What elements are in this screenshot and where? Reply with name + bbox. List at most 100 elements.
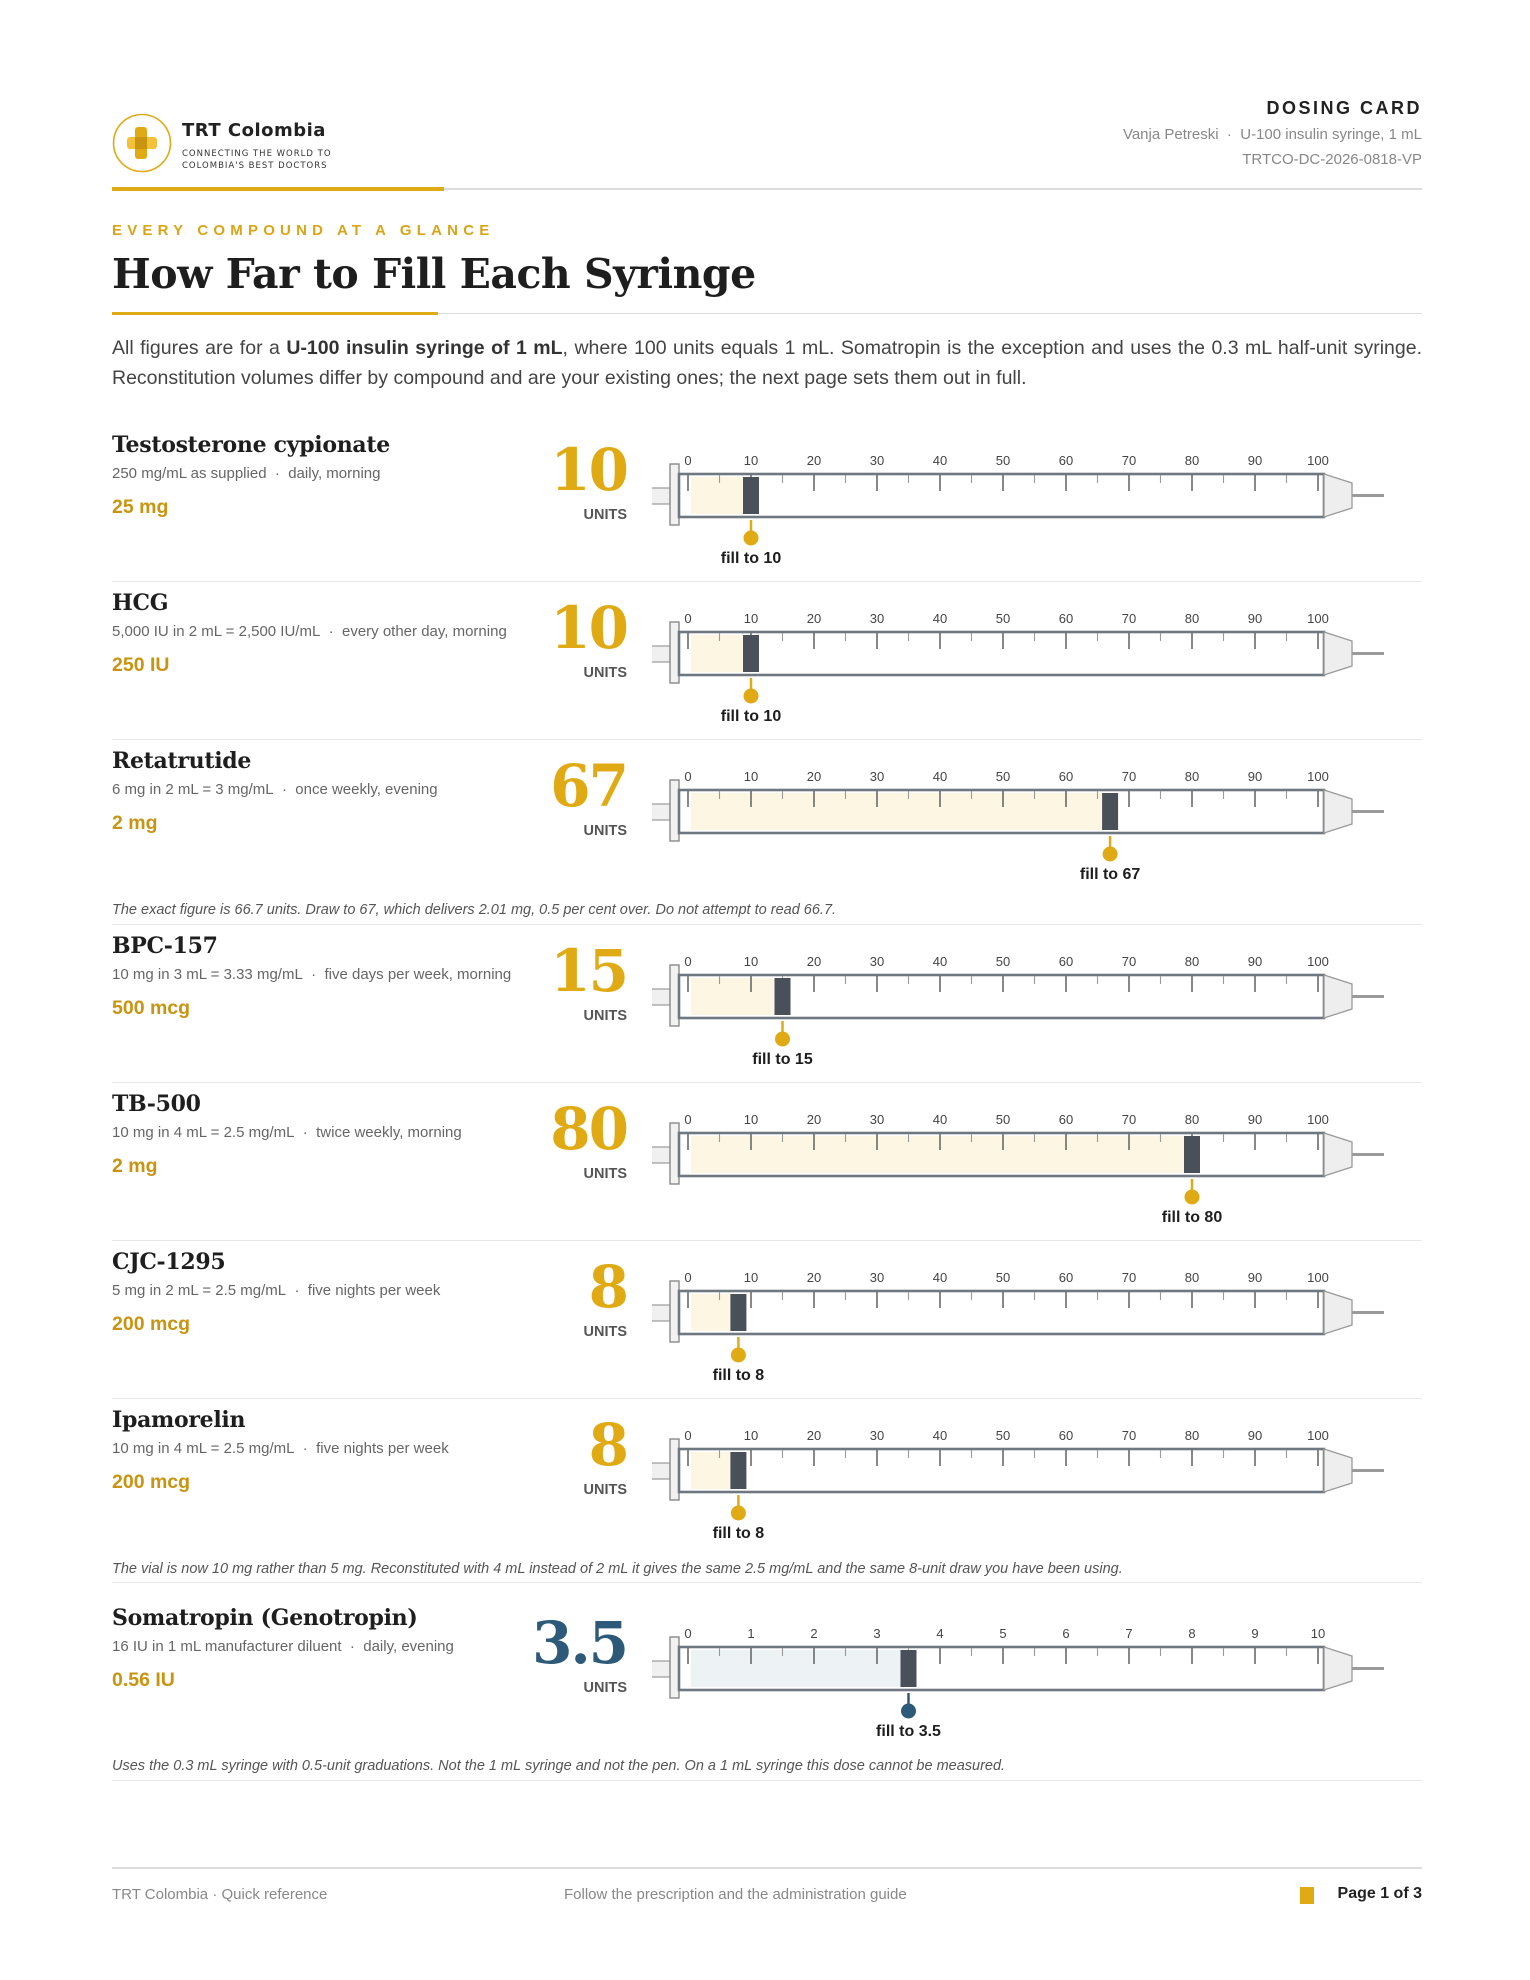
plunger-stopper — [730, 1452, 747, 1489]
syringe-diagram: 0 10 20 30 40 50 60 70 80 90 100 fill to 10 — [652, 453, 1384, 567]
brand-name: TRT Colombia — [182, 120, 326, 141]
compound-details: 10 mg in 4 mL = 2.5 mg/mL · five nights … — [112, 1440, 449, 1457]
dosing-card-page: TRT Colombia CONNECTING THE WORLD TO COL… — [112, 0, 1422, 1980]
finger-flange — [669, 621, 680, 684]
concentration: 16 IU in 1 mL manufacturer diluent — [112, 1638, 342, 1655]
tick-label: 50 — [996, 1428, 1010, 1443]
needle-hub — [1323, 473, 1353, 518]
document-label: DOSING CARD — [1266, 98, 1422, 118]
tick-label: 50 — [996, 1270, 1010, 1285]
tick-label: 20 — [807, 453, 821, 468]
tick-label: 20 — [807, 769, 821, 784]
plunger-rod — [652, 1462, 671, 1480]
fill-to-label: fill to 10 — [721, 708, 782, 725]
footer-divider — [112, 1867, 1422, 1869]
units-label: UNITS — [583, 1324, 628, 1340]
dose-amount: 500 mcg — [112, 997, 191, 1019]
tick-label: 9 — [1251, 1626, 1258, 1641]
syringe-diagram: 0 1 2 3 4 5 6 7 8 9 10 fill to 3.5 — [652, 1626, 1384, 1740]
tick-label: 8 — [1188, 1626, 1195, 1641]
needle-hub — [1323, 789, 1353, 834]
concentration: 10 mg in 3 mL = 3.33 mg/mL — [112, 966, 303, 983]
compound-row: BPC-157 10 mg in 3 mL = 3.33 mg/mL · five… — [112, 933, 1422, 1068]
tick-label: 50 — [996, 453, 1010, 468]
tick-label: 80 — [1185, 453, 1199, 468]
plunger-stopper — [743, 635, 759, 672]
title-divider-accent — [112, 312, 438, 315]
liquid-fill — [691, 978, 783, 1015]
tick-label: 10 — [744, 1112, 758, 1127]
tick-label: 7 — [1125, 1626, 1132, 1641]
fill-marker-dot — [743, 688, 759, 704]
tick-label: 80 — [1185, 1270, 1199, 1285]
intro-text: All figures are for a — [112, 337, 287, 359]
schedule: five nights per week — [316, 1440, 449, 1457]
header-divider — [112, 188, 1422, 190]
intro-text-continued: , where 100 units equals 1 mL. Somatropi… — [112, 337, 1423, 389]
units-value: 8 — [588, 1411, 629, 1479]
tick-label: 20 — [807, 1112, 821, 1127]
row-divider — [112, 1082, 1422, 1083]
finger-flange — [669, 1122, 680, 1185]
tick-label: 40 — [933, 611, 947, 626]
compound-name: TB-500 — [112, 1091, 201, 1117]
needle-hub — [1323, 631, 1353, 676]
tick-label: 70 — [1122, 1428, 1136, 1443]
compound-row: Retatrutide 6 mg in 2 mL = 3 mg/mL · once… — [112, 748, 1422, 883]
fill-marker-dot — [1184, 1189, 1200, 1205]
syringe-diagram: 0 10 20 30 40 50 60 70 80 90 100 fill to 10 — [652, 611, 1384, 725]
tick-label: 20 — [807, 1428, 821, 1443]
plunger-rod — [652, 1146, 671, 1164]
units-value: 8 — [588, 1253, 629, 1321]
units-value: 67 — [550, 752, 629, 820]
fill-marker-dot — [775, 1031, 790, 1047]
tick-label: 40 — [933, 954, 947, 969]
tick-label: 100 — [1307, 1270, 1329, 1285]
fill-marker-dot — [743, 530, 759, 546]
liquid-fill — [691, 793, 1111, 830]
tick-label: 70 — [1122, 453, 1136, 468]
tick-label: 50 — [996, 954, 1010, 969]
tick-label: 60 — [1059, 769, 1073, 784]
tick-label: 20 — [807, 954, 821, 969]
fill-to-label: fill to 3.5 — [876, 1723, 941, 1740]
syringe-barrel — [677, 1289, 1326, 1336]
tick-label: 80 — [1185, 954, 1199, 969]
fill-to-label: fill to 15 — [752, 1051, 813, 1068]
tick-label: 100 — [1307, 769, 1329, 784]
row-divider — [112, 1398, 1422, 1399]
units-value: 80 — [550, 1095, 629, 1163]
header: TRT Colombia CONNECTING THE WORLD TO COL… — [112, 95, 1422, 190]
tick-label: 50 — [996, 1112, 1010, 1127]
fill-to-label: fill to 8 — [713, 1367, 765, 1384]
tick-label: 2 — [810, 1626, 817, 1641]
needle-hub — [1323, 1132, 1353, 1177]
needle-hub — [1323, 1290, 1353, 1335]
compound-name: CJC-1295 — [112, 1249, 226, 1275]
liquid-fill — [691, 635, 751, 672]
units-value: 10 — [550, 436, 629, 504]
syringe-barrel — [677, 472, 1326, 519]
units-value: 15 — [550, 937, 629, 1005]
liquid-fill — [691, 1650, 909, 1687]
tick-label: 10 — [744, 453, 758, 468]
tick-label: 70 — [1122, 1112, 1136, 1127]
liquid-fill — [691, 1136, 1192, 1173]
footer-instruction: Follow the prescription and the administ… — [564, 1886, 907, 1903]
dose-amount: 200 mcg — [112, 1471, 191, 1493]
finger-flange — [669, 1636, 680, 1699]
schedule: every other day, morning — [341, 623, 507, 640]
tick-label: 0 — [684, 1112, 691, 1127]
syringe-barrel — [677, 1447, 1326, 1494]
section-eyebrow: EVERY COMPOUND AT A GLANCE — [112, 222, 495, 239]
tick-label: 70 — [1122, 769, 1136, 784]
schedule: daily, evening — [363, 1638, 454, 1655]
plunger-rod — [652, 988, 671, 1006]
tick-label: 20 — [807, 611, 821, 626]
row-divider — [112, 1240, 1422, 1241]
tick-label: 100 — [1307, 611, 1329, 626]
tick-label: 100 — [1307, 1112, 1329, 1127]
tick-label: 10 — [744, 1270, 758, 1285]
tick-label: 30 — [870, 611, 884, 626]
tick-label: 70 — [1122, 1270, 1136, 1285]
